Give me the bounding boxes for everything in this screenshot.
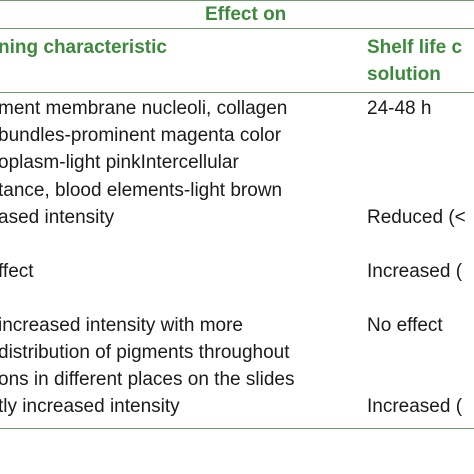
top-rule (0, 0, 474, 1)
row1-characteristic-line2: bundles-prominent magenta color (0, 125, 282, 146)
row1-characteristic-line1: ment membrane nucleoli, collagen (0, 98, 288, 119)
row2-characteristic-line1: ased intensity (0, 207, 115, 228)
header-shelf-life-line2: solution (367, 64, 441, 85)
row4-characteristic-line3: ons in different places on the slides (0, 369, 295, 390)
row4-characteristic-line2: distribution of pigments throughout (0, 342, 290, 363)
row2-shelf-life: Reduced (< (367, 207, 466, 228)
row5-characteristic-line1: tly increased intensity (0, 396, 180, 417)
row5-shelf-life: Increased ( (367, 396, 463, 417)
header-characteristic: ning characteristic (0, 37, 167, 58)
row1-characteristic-line4: tance, blood elements-light brown (0, 180, 283, 201)
row3-characteristic-line1: ffect (0, 261, 34, 282)
bottom-rule (0, 428, 474, 429)
header-bottom-rule (0, 92, 474, 93)
header-shelf-life-line1: Shelf life c (367, 37, 463, 58)
row4-characteristic-line1: increased intensity with more (0, 315, 243, 336)
row4-shelf-life: No effect (367, 315, 443, 336)
header-mid-rule (0, 28, 474, 29)
row3-shelf-life: Increased ( (367, 261, 463, 282)
header-effect-on: Effect on (205, 4, 287, 25)
row1-characteristic-line3: oplasm-light pinkIntercellular (0, 152, 239, 173)
row1-shelf-life: 24-48 h (367, 98, 432, 119)
